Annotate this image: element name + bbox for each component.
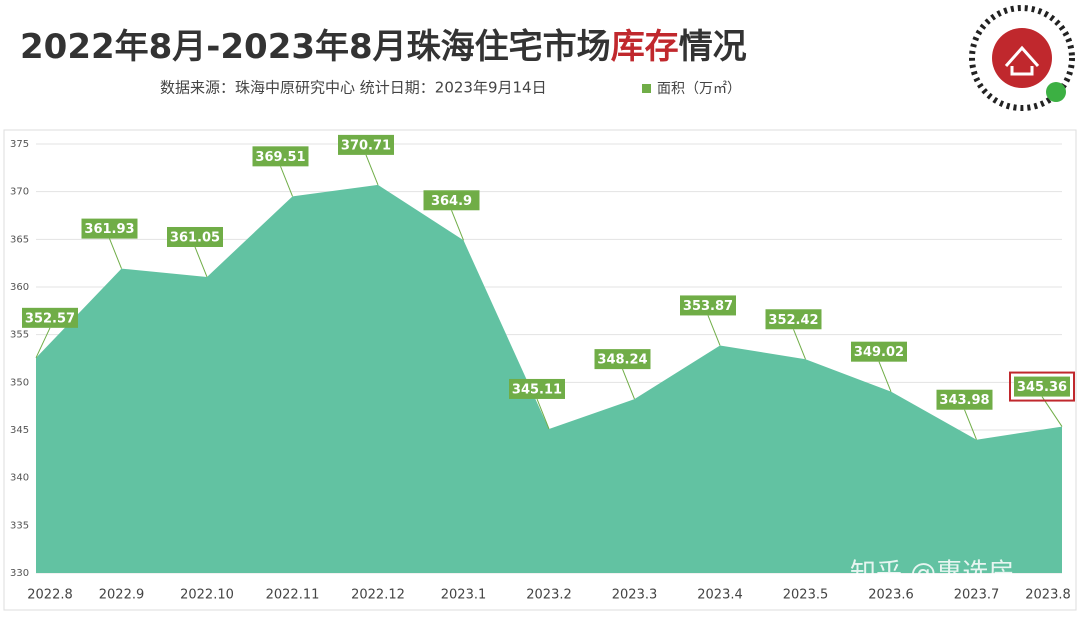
y-tick-label: 350 bbox=[10, 377, 29, 388]
value-label-box bbox=[851, 341, 907, 362]
value-label: 343.98 bbox=[939, 393, 989, 408]
x-tick-label: 2023.6 bbox=[868, 588, 914, 603]
highlight-box bbox=[1009, 371, 1075, 402]
value-label-box bbox=[81, 218, 138, 239]
value-label: 345.36 bbox=[1017, 380, 1067, 395]
value-label-box bbox=[1014, 376, 1070, 397]
value-label: 348.24 bbox=[597, 353, 647, 368]
value-label: 352.42 bbox=[768, 313, 818, 328]
x-tick-label: 2022.11 bbox=[266, 588, 320, 603]
value-label-box bbox=[594, 349, 651, 370]
leader-line bbox=[109, 238, 122, 269]
leader-line bbox=[194, 246, 208, 278]
leader-line bbox=[365, 154, 379, 186]
value-label: 369.51 bbox=[255, 150, 305, 165]
value-label-box bbox=[22, 307, 78, 328]
value-label-box bbox=[680, 295, 736, 316]
leader-line bbox=[878, 361, 892, 392]
value-label: 349.02 bbox=[854, 345, 904, 360]
y-tick-label: 340 bbox=[10, 473, 29, 484]
leader-line bbox=[536, 398, 550, 430]
value-label: 364.9 bbox=[431, 194, 472, 209]
area bbox=[36, 184, 1062, 573]
title-part: 2022年8月-2023年8月珠海住宅市场 bbox=[20, 27, 611, 67]
value-label: 370.71 bbox=[341, 138, 391, 153]
x-tick-label: 2023.1 bbox=[441, 588, 487, 603]
value-label-box bbox=[765, 309, 822, 330]
legend-swatch bbox=[642, 84, 651, 93]
value-label-box bbox=[167, 226, 223, 247]
value-label-box bbox=[936, 389, 993, 410]
value-label: 352.57 bbox=[25, 311, 75, 326]
y-tick-label: 360 bbox=[10, 282, 29, 293]
leader-line bbox=[35, 327, 51, 359]
x-tick-label: 2023.8 bbox=[1025, 588, 1071, 603]
title-highlight: 库存 bbox=[611, 27, 679, 67]
plot-frame bbox=[3, 129, 1077, 611]
value-label: 353.87 bbox=[683, 299, 733, 314]
leader-line bbox=[964, 409, 977, 440]
subtitle: 数据来源：珠海中原研究中心 统计日期：2023年9月14日 bbox=[160, 79, 547, 97]
y-tick-label: 355 bbox=[10, 330, 29, 341]
x-tick-label: 2022.10 bbox=[180, 588, 234, 603]
leader-line bbox=[622, 368, 635, 400]
leader-line bbox=[280, 166, 293, 197]
leader-line bbox=[707, 315, 721, 346]
y-tick-label: 345 bbox=[10, 425, 29, 436]
title-part: 情况 bbox=[679, 27, 747, 67]
y-tick-label: 365 bbox=[10, 234, 29, 245]
y-tick-label: 330 bbox=[10, 568, 29, 579]
value-label-box bbox=[252, 146, 309, 167]
x-tick-label: 2023.7 bbox=[954, 588, 1000, 603]
x-tick-label: 2023.2 bbox=[526, 588, 572, 603]
value-label-box bbox=[338, 134, 394, 155]
legend-label: 面积（万㎡） bbox=[657, 81, 741, 97]
x-tick-label: 2022.8 bbox=[27, 588, 73, 603]
value-label-box bbox=[509, 378, 565, 399]
leader-line bbox=[451, 210, 464, 241]
value-label: 345.11 bbox=[512, 382, 562, 397]
x-tick-label: 2023.4 bbox=[697, 588, 743, 603]
chart-title: 2022年8月-2023年8月珠海住宅市场库存情况 bbox=[20, 27, 747, 67]
leader-line bbox=[793, 329, 806, 360]
x-tick-label: 2022.9 bbox=[99, 588, 145, 603]
value-label: 361.05 bbox=[170, 230, 220, 245]
qr-code bbox=[969, 5, 1075, 111]
y-tick-label: 370 bbox=[10, 187, 29, 198]
value-label-box bbox=[423, 190, 480, 211]
y-tick-label: 335 bbox=[10, 520, 29, 531]
y-tick-label: 375 bbox=[10, 139, 29, 150]
x-tick-label: 2023.5 bbox=[783, 588, 829, 603]
x-tick-label: 2023.3 bbox=[612, 588, 658, 603]
x-tick-label: 2022.12 bbox=[351, 588, 405, 603]
value-label: 361.93 bbox=[84, 222, 134, 237]
watermark: 知乎 @惠选房 bbox=[850, 559, 1014, 589]
